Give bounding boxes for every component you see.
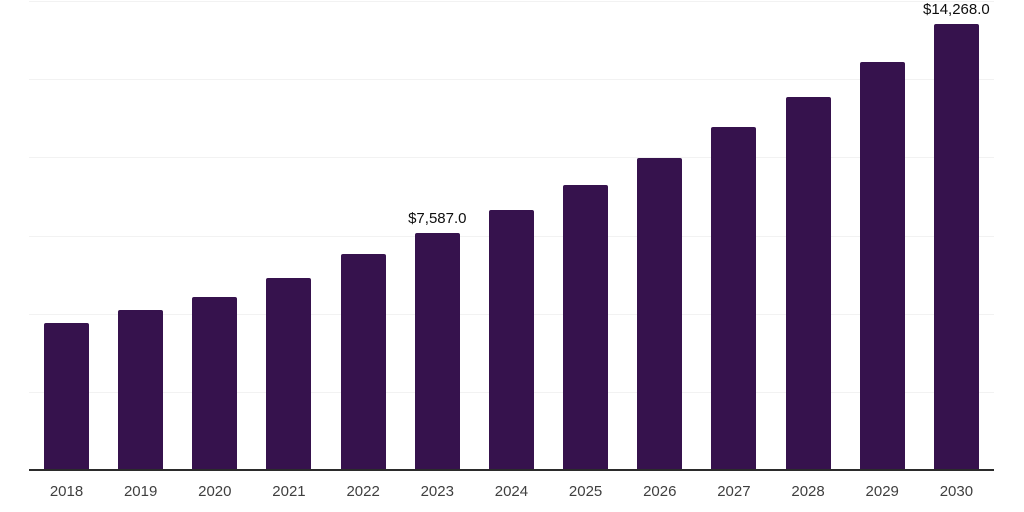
x-tick-label-2029: 2029 bbox=[865, 483, 899, 500]
x-tick-label-2030: 2030 bbox=[939, 483, 974, 500]
data-label-2023: $7,587.0 bbox=[408, 209, 467, 227]
gridline-10000 bbox=[29, 157, 994, 159]
x-axis-tick-labels: 2018 2019 2020 2021 2022 2023 2024 2025 2026 2027… bbox=[29, 483, 994, 503]
bar-2019 bbox=[118, 309, 164, 470]
bar-2025 bbox=[563, 185, 609, 470]
bar-column-2021 bbox=[266, 1, 312, 470]
bar-column-2023: $7,587.0 bbox=[408, 1, 466, 470]
x-tick-label-2023: 2023 bbox=[420, 483, 454, 500]
bar-column-2020 bbox=[192, 1, 238, 470]
bar-2018 bbox=[44, 323, 89, 470]
bar-column-2028 bbox=[785, 1, 831, 470]
bar-column-2025 bbox=[563, 1, 609, 470]
x-tick-label-2018: 2018 bbox=[49, 483, 84, 500]
bar-2022 bbox=[340, 254, 386, 470]
x-tick-label-2021: 2021 bbox=[272, 483, 306, 500]
x-tick-label-2019: 2019 bbox=[123, 483, 158, 500]
x-axis-line bbox=[29, 469, 994, 471]
x-tick-label-2025: 2025 bbox=[568, 483, 603, 500]
x-tick-label-2028: 2028 bbox=[791, 483, 825, 500]
bar-2027 bbox=[711, 127, 757, 470]
gridline-12500 bbox=[29, 79, 994, 81]
bar-2023 bbox=[414, 232, 460, 470]
x-tick-label-2027: 2027 bbox=[717, 483, 751, 500]
data-label-2030: $14,268.0 bbox=[923, 0, 990, 18]
bar-column-2022 bbox=[340, 1, 386, 470]
bar-column-2026 bbox=[637, 1, 683, 470]
bars-row: $7,587.0 $14,268.0 bbox=[29, 1, 994, 470]
bar-2021 bbox=[266, 277, 312, 470]
bar-2030 bbox=[933, 23, 979, 470]
bar-2029 bbox=[859, 61, 905, 470]
bar-2024 bbox=[488, 209, 534, 470]
bar-2020 bbox=[192, 297, 238, 470]
gridline-15000 bbox=[29, 1, 994, 2]
bar-2028 bbox=[785, 96, 831, 470]
x-tick-label-2026: 2026 bbox=[643, 483, 677, 500]
bar-column-2030: $14,268.0 bbox=[923, 1, 990, 470]
plot-area: $7,587.0 $14,268.0 bbox=[29, 1, 994, 470]
bar-column-2029 bbox=[859, 1, 905, 470]
bar-2026 bbox=[637, 158, 683, 470]
bar-column-2027 bbox=[711, 1, 757, 470]
bar-column-2018 bbox=[44, 1, 89, 470]
bar-column-2024 bbox=[488, 1, 534, 470]
x-tick-label-2022: 2022 bbox=[346, 483, 380, 500]
x-tick-label-2024: 2024 bbox=[494, 483, 529, 500]
x-tick-label-2020: 2020 bbox=[198, 483, 232, 500]
bar-column-2019 bbox=[118, 1, 164, 470]
